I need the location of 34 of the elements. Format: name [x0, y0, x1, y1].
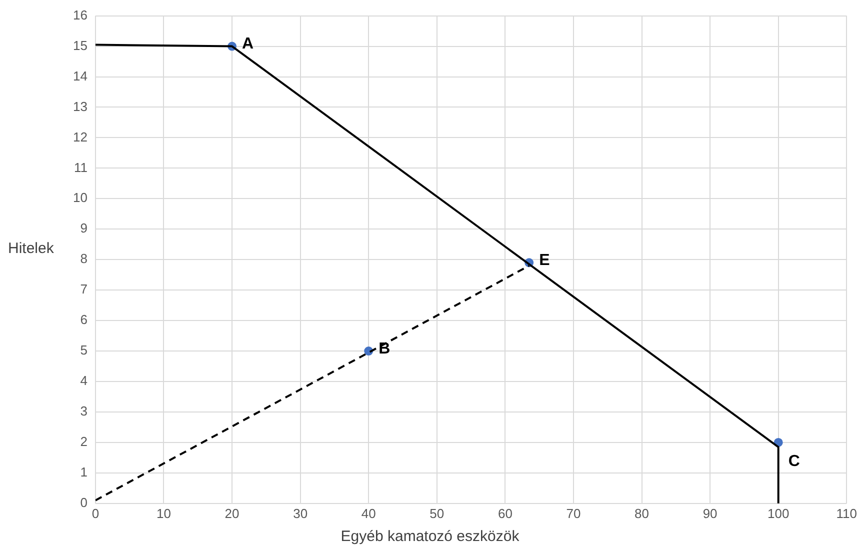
y-tick-label: 6 — [80, 312, 88, 328]
y-tick-label: 1 — [80, 464, 88, 480]
annotation: C — [788, 453, 800, 470]
y-tick-label: 9 — [80, 220, 88, 236]
y-tick-label: 7 — [80, 282, 88, 297]
x-tick-label: 10 — [156, 506, 171, 521]
x-tick-label: 50 — [430, 506, 444, 521]
annotation: E — [539, 252, 550, 270]
x-tick-label: 80 — [634, 506, 650, 521]
x-tick-label: 70 — [566, 506, 581, 521]
x-tick-label: 0 — [92, 506, 100, 521]
annotation: A — [242, 36, 254, 53]
y-tick-label: 0 — [80, 494, 88, 510]
x-tick-label: 60 — [498, 506, 512, 521]
x-axis-title: Egyéb kamatozó eszközök — [340, 528, 520, 545]
y-tick-label: 11 — [74, 160, 88, 175]
y-tick-label: 10 — [72, 190, 88, 206]
y-tick-label: 13 — [72, 98, 88, 114]
y-tick-label: 15 — [72, 38, 88, 53]
y-tick-label: 2 — [80, 434, 88, 450]
x-tick-label: 20 — [224, 506, 240, 521]
y-tick-label: 5 — [80, 342, 88, 358]
y-tick-label: 14 — [72, 68, 88, 84]
y-tick-label: 3 — [80, 404, 88, 419]
x-tick-label: 30 — [293, 506, 308, 521]
x-tick-label: 100 — [767, 506, 790, 521]
y-axis-title: Hitelek — [8, 240, 54, 257]
x-tick-label: 40 — [361, 506, 376, 521]
x-tick-label: 110 — [836, 506, 858, 521]
x-tick-label: 90 — [702, 506, 718, 521]
y-tick-label: 16 — [72, 7, 88, 22]
y-tick-label: 4 — [80, 373, 88, 388]
y-tick-label: 12 — [72, 129, 88, 144]
y-tick-label: 8 — [80, 251, 88, 266]
